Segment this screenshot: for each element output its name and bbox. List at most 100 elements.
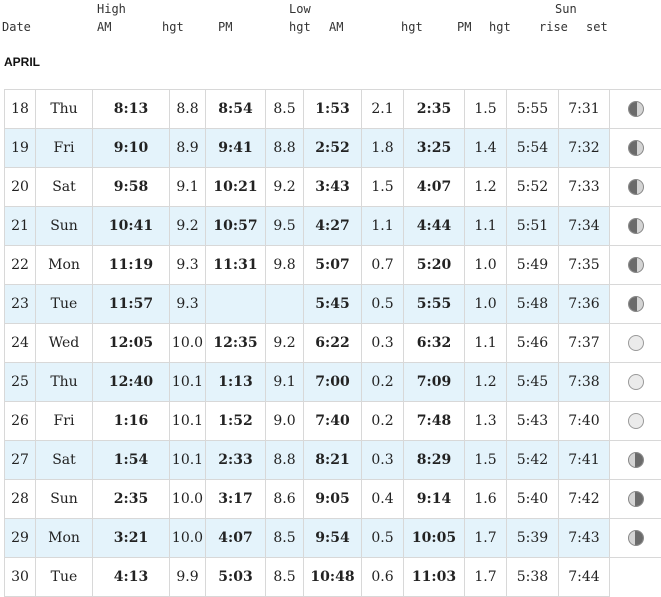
low-am-height: 0.5 [362,285,404,324]
high-pm-height: 9.1 [266,363,304,402]
header-low-hgt: hgt [401,20,423,34]
low-pm-time: 6:32 [404,324,465,363]
low-pm-height: 1.1 [465,324,507,363]
date-cell: 25 [5,363,36,402]
waxing-gibbous-moon-icon [628,179,644,195]
sunset-time: 7:42 [559,480,610,519]
high-am-time: 8:13 [93,90,170,129]
header-high-am: AM [97,20,111,34]
high-pm-time: 10:57 [206,207,266,246]
weekday-cell: Sun [36,480,93,519]
low-am-height: 0.2 [362,402,404,441]
low-am-time: 9:54 [304,519,362,558]
high-pm-height [266,285,304,324]
high-am-time: 1:54 [93,441,170,480]
header-low-am: AM [329,20,343,34]
low-am-time: 6:22 [304,324,362,363]
header-sunset: set [586,20,608,34]
weekday-cell: Sun [36,207,93,246]
sunrise-time: 5:55 [507,90,559,129]
sunrise-time: 5:38 [507,558,559,597]
low-pm-time: 7:09 [404,363,465,402]
date-cell: 22 [5,246,36,285]
low-pm-height: 1.0 [465,285,507,324]
high-am-height: 9.3 [170,246,206,285]
low-pm-time: 2:35 [404,90,465,129]
moon-phase-cell [610,285,661,324]
low-pm-height: 1.5 [465,441,507,480]
sunrise-time: 5:45 [507,363,559,402]
low-am-time: 4:27 [304,207,362,246]
header-high-hgt: hgt [162,20,184,34]
sunset-time: 7:36 [559,285,610,324]
high-pm-time: 2:33 [206,441,266,480]
low-pm-time: 7:48 [404,402,465,441]
high-pm-height: 9.0 [266,402,304,441]
date-cell: 30 [5,558,36,597]
sunset-time: 7:32 [559,129,610,168]
low-am-height: 0.3 [362,441,404,480]
high-am-height: 10.1 [170,441,206,480]
high-am-height: 10.1 [170,402,206,441]
date-cell: 24 [5,324,36,363]
high-pm-height: 8.5 [266,519,304,558]
sunrise-time: 5:42 [507,441,559,480]
moon-phase-cell [610,402,661,441]
low-pm-height: 1.4 [465,129,507,168]
low-am-time: 10:48 [304,558,362,597]
low-am-height: 0.5 [362,519,404,558]
sunset-time: 7:37 [559,324,610,363]
high-pm-time: 1:13 [206,363,266,402]
sunset-time: 7:41 [559,441,610,480]
low-pm-time: 8:29 [404,441,465,480]
low-am-height: 0.2 [362,363,404,402]
weekday-cell: Fri [36,129,93,168]
low-pm-time: 5:55 [404,285,465,324]
low-pm-height: 1.7 [465,519,507,558]
low-am-time: 7:00 [304,363,362,402]
high-am-time: 12:40 [93,363,170,402]
low-pm-time: 5:20 [404,246,465,285]
high-pm-time [206,285,266,324]
high-pm-time: 5:03 [206,558,266,597]
high-am-time: 3:21 [93,519,170,558]
low-pm-time: 10:05 [404,519,465,558]
high-am-height: 9.9 [170,558,206,597]
moon-phase-cell [610,480,661,519]
waxing-gibbous-moon-icon [628,101,644,117]
high-am-height: 10.1 [170,363,206,402]
low-am-time: 7:40 [304,402,362,441]
waxing-gibbous-moon-icon [628,257,644,273]
header-low-pm-hgt: hgt [489,20,511,34]
sunrise-time: 5:49 [507,246,559,285]
high-am-height: 9.1 [170,168,206,207]
high-pm-height: 9.5 [266,207,304,246]
sunset-time: 7:33 [559,168,610,207]
month-label: APRIL [4,55,40,69]
weekday-cell: Wed [36,324,93,363]
weekday-cell: Sat [36,168,93,207]
moon-phase-cell [610,207,661,246]
moon-phase-cell [610,519,661,558]
high-pm-height: 8.8 [266,441,304,480]
high-am-time: 11:57 [93,285,170,324]
header-high-pm: PM [218,20,232,34]
low-pm-height: 1.7 [465,558,507,597]
table-header: High Low Sun Date AM hgt PM hgt AM hgt P… [0,0,661,50]
high-pm-time: 11:31 [206,246,266,285]
low-pm-height: 1.3 [465,402,507,441]
header-high-pm-hgt: hgt [289,20,311,34]
full-moon-icon [628,374,644,390]
header-low-pm: PM [457,20,471,34]
high-am-time: 9:58 [93,168,170,207]
high-pm-time: 1:52 [206,402,266,441]
high-pm-time: 12:35 [206,324,266,363]
full-moon-icon [628,413,644,429]
low-am-time: 3:43 [304,168,362,207]
